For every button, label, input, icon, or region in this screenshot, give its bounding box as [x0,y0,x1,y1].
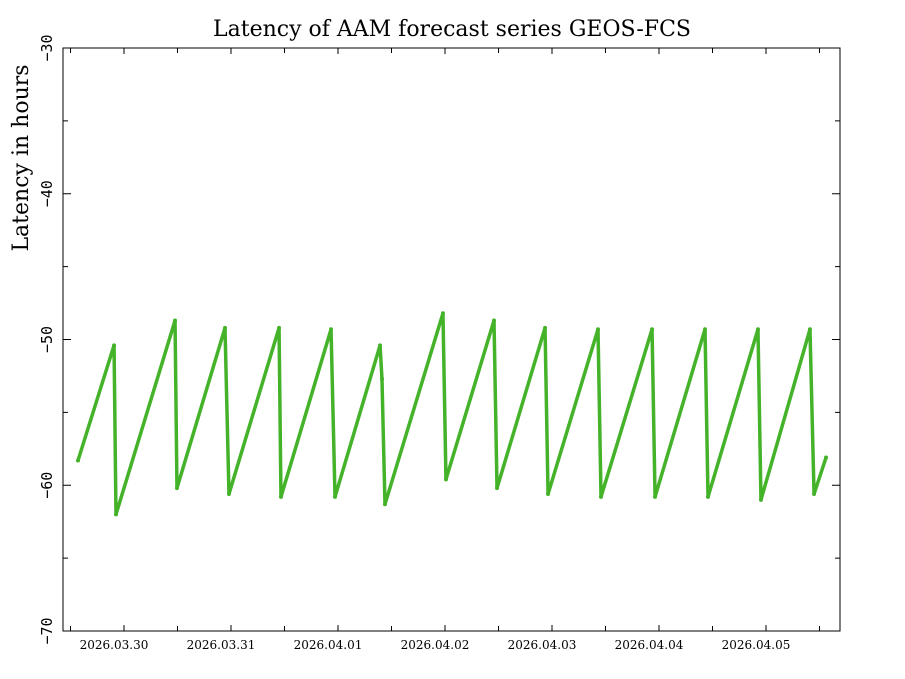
data-point [278,494,283,499]
data-point [113,512,118,517]
data-point [379,376,384,381]
data-point [223,325,228,330]
data-point [706,494,711,499]
data-point [824,455,829,460]
x-tick-label: 2026.04.02 [401,638,470,652]
chart-title: Latency of AAM forecast series GEOS-FCS [213,17,691,42]
data-point [546,491,551,496]
data-point [173,318,178,323]
series-line [76,311,828,517]
data-point [440,311,445,316]
data-point [174,486,179,491]
y-tick-label: −60 [38,472,56,499]
data-point [75,458,80,463]
data-point [378,343,383,348]
x-tick-label: 2026.03.31 [187,638,256,652]
data-point [755,327,760,332]
data-point [812,491,817,496]
data-point [112,343,117,348]
data-point [543,325,548,330]
plot-frame [62,47,841,632]
x-tick-label: 2026.04.01 [294,638,363,652]
x-tick-label: 2026.04.03 [508,638,577,652]
y-tick-label: −40 [38,180,56,207]
x-tick-label: 2026.03.30 [80,638,149,652]
data-point [443,477,448,482]
x-tick-label: 2026.04.04 [615,638,684,652]
data-point [382,502,387,507]
data-point [599,494,604,499]
data-point [703,327,708,332]
data-point [277,325,282,330]
y-axis-label: Latency in hours [9,64,34,251]
data-point [758,497,763,502]
y-tick-label: −50 [38,326,56,353]
data-point [226,491,231,496]
data-point [807,327,812,332]
y-tick-label: −70 [38,617,56,644]
data-point [495,486,500,491]
data-point [653,494,658,499]
x-tick-label: 2026.04.05 [722,638,791,652]
data-point [333,494,338,499]
y-tick-label: −30 [38,34,56,61]
data-point [650,327,655,332]
data-point [596,327,601,332]
data-point [492,318,497,323]
data-point [329,327,334,332]
